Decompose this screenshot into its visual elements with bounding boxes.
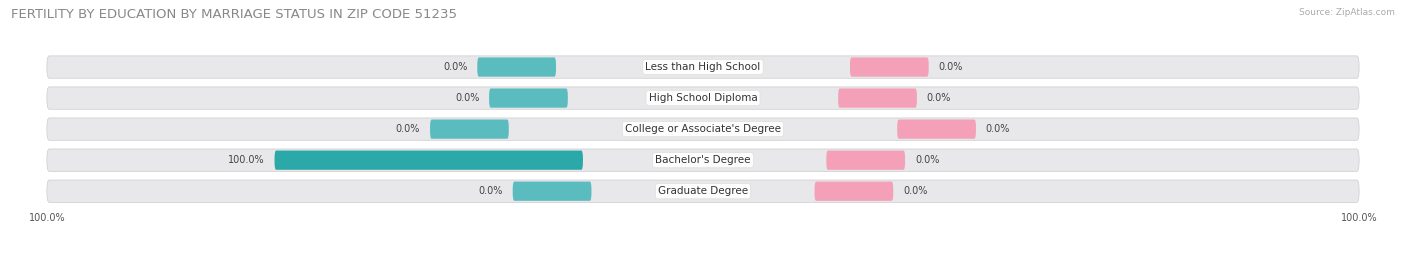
Text: 0.0%: 0.0% [927, 93, 950, 103]
Text: College or Associate's Degree: College or Associate's Degree [626, 124, 780, 134]
Text: FERTILITY BY EDUCATION BY MARRIAGE STATUS IN ZIP CODE 51235: FERTILITY BY EDUCATION BY MARRIAGE STATU… [11, 8, 457, 21]
FancyBboxPatch shape [513, 182, 592, 201]
FancyBboxPatch shape [46, 180, 1360, 202]
Text: High School Diploma: High School Diploma [648, 93, 758, 103]
FancyBboxPatch shape [814, 182, 893, 201]
Text: 0.0%: 0.0% [903, 186, 928, 196]
FancyBboxPatch shape [274, 151, 583, 170]
FancyBboxPatch shape [46, 56, 1360, 78]
FancyBboxPatch shape [46, 87, 1360, 109]
Text: 0.0%: 0.0% [986, 124, 1010, 134]
FancyBboxPatch shape [827, 151, 905, 170]
FancyBboxPatch shape [477, 57, 555, 77]
FancyBboxPatch shape [46, 118, 1360, 140]
Text: 0.0%: 0.0% [939, 62, 963, 72]
Text: 0.0%: 0.0% [456, 93, 479, 103]
FancyBboxPatch shape [430, 119, 509, 139]
Text: Graduate Degree: Graduate Degree [658, 186, 748, 196]
FancyBboxPatch shape [897, 119, 976, 139]
FancyBboxPatch shape [851, 57, 929, 77]
Text: 100.0%: 100.0% [228, 155, 264, 165]
Text: 0.0%: 0.0% [396, 124, 420, 134]
Text: 0.0%: 0.0% [915, 155, 939, 165]
Text: Source: ZipAtlas.com: Source: ZipAtlas.com [1299, 8, 1395, 17]
Text: 0.0%: 0.0% [478, 186, 503, 196]
Text: Less than High School: Less than High School [645, 62, 761, 72]
Text: 0.0%: 0.0% [443, 62, 467, 72]
FancyBboxPatch shape [46, 149, 1360, 171]
Text: Bachelor's Degree: Bachelor's Degree [655, 155, 751, 165]
FancyBboxPatch shape [838, 89, 917, 108]
FancyBboxPatch shape [489, 89, 568, 108]
